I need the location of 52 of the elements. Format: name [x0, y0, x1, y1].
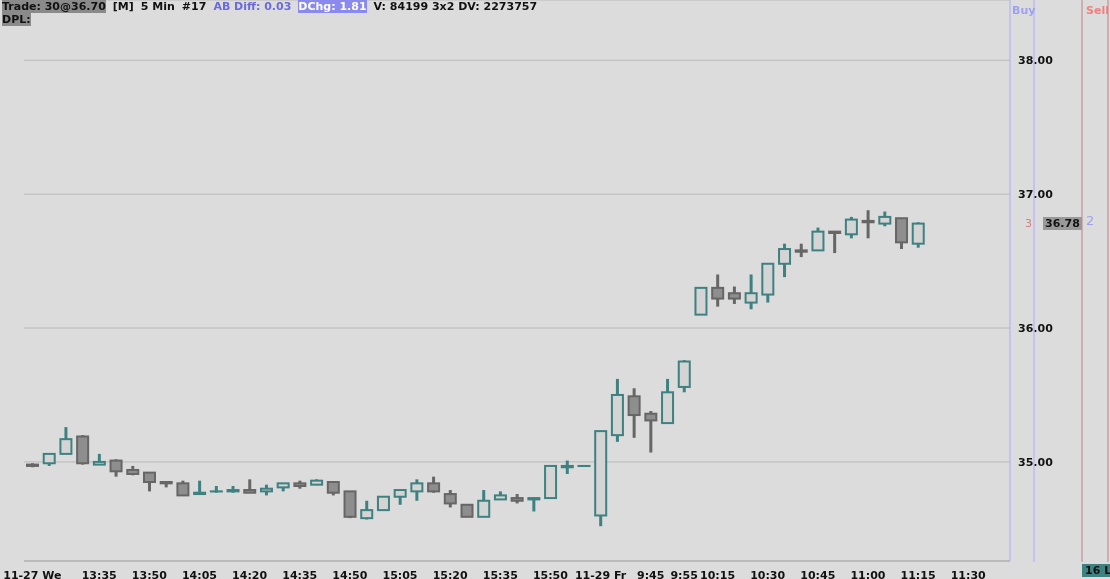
candlestick — [644, 411, 658, 453]
annotation: DChg: 1.81 — [298, 0, 367, 13]
text: 16 L — [1082, 564, 1110, 577]
x-tick-label: 15:50 — [532, 569, 569, 579]
candlestick — [811, 227, 825, 252]
text: 2 — [1086, 213, 1095, 228]
text: Buy — [1012, 4, 1036, 17]
annotation: V: 84199 3x2 DV: 2273757 — [373, 0, 538, 13]
x-tick-label: 11-27 We — [3, 569, 62, 579]
annotation: [M] — [112, 0, 134, 13]
x-tick-label: 14:05 — [181, 569, 217, 579]
candlestick — [142, 471, 156, 492]
candlestick — [844, 215, 858, 239]
annotation: Trade: 30@36.70 — [2, 0, 106, 13]
x-tick-label: 9:55 — [670, 569, 698, 579]
x-tick-label: 14:20 — [232, 569, 268, 579]
x-tick-label: 15:05 — [382, 569, 418, 579]
y-tick-label: 36.00 — [1018, 321, 1054, 335]
x-tick-label: 11-29 Fr — [574, 569, 627, 579]
x-tick-label: 10:45 — [800, 569, 836, 579]
text: 36.78 — [1043, 217, 1082, 230]
x-tick-label: 14:35 — [282, 569, 318, 579]
x-tick-label: 14:50 — [332, 569, 368, 579]
x-tick-label: 15:35 — [482, 569, 518, 579]
x-tick-label: 13:50 — [131, 569, 168, 579]
x-tick-label: 11:00 — [850, 569, 886, 579]
annotation: #17 — [181, 0, 207, 13]
annotation: DPL: — [2, 13, 31, 26]
candlestick — [59, 427, 73, 455]
x-tick-label: 11:30 — [950, 569, 987, 579]
candlestick — [477, 490, 491, 518]
x-tick-label: 10:30 — [750, 569, 786, 579]
candlestick — [744, 274, 758, 310]
candlestick — [861, 210, 875, 239]
candlestick — [828, 230, 842, 255]
x-tick-label: 13:35 — [81, 569, 117, 579]
y-tick-label: 37.00 — [1018, 188, 1054, 202]
x-tick-label: 9:45 — [637, 569, 665, 579]
x-tick-label: 15:20 — [432, 569, 469, 579]
text: 3 — [1025, 217, 1032, 230]
y-tick-label: 38.00 — [1018, 54, 1054, 68]
y-tick-label: 35.00 — [1018, 455, 1054, 469]
x-tick-label: 10:15 — [700, 569, 736, 579]
candlestick — [911, 222, 925, 248]
x-tick-label: 11:15 — [900, 569, 936, 579]
annotation: 5 Min — [140, 0, 175, 13]
candlestick — [410, 479, 424, 501]
annotation: AB Diff: 0.03 — [213, 0, 292, 13]
candlestick — [627, 388, 641, 438]
text: Sell — [1086, 4, 1109, 17]
candlestick — [778, 243, 792, 279]
candlestick — [711, 274, 725, 307]
